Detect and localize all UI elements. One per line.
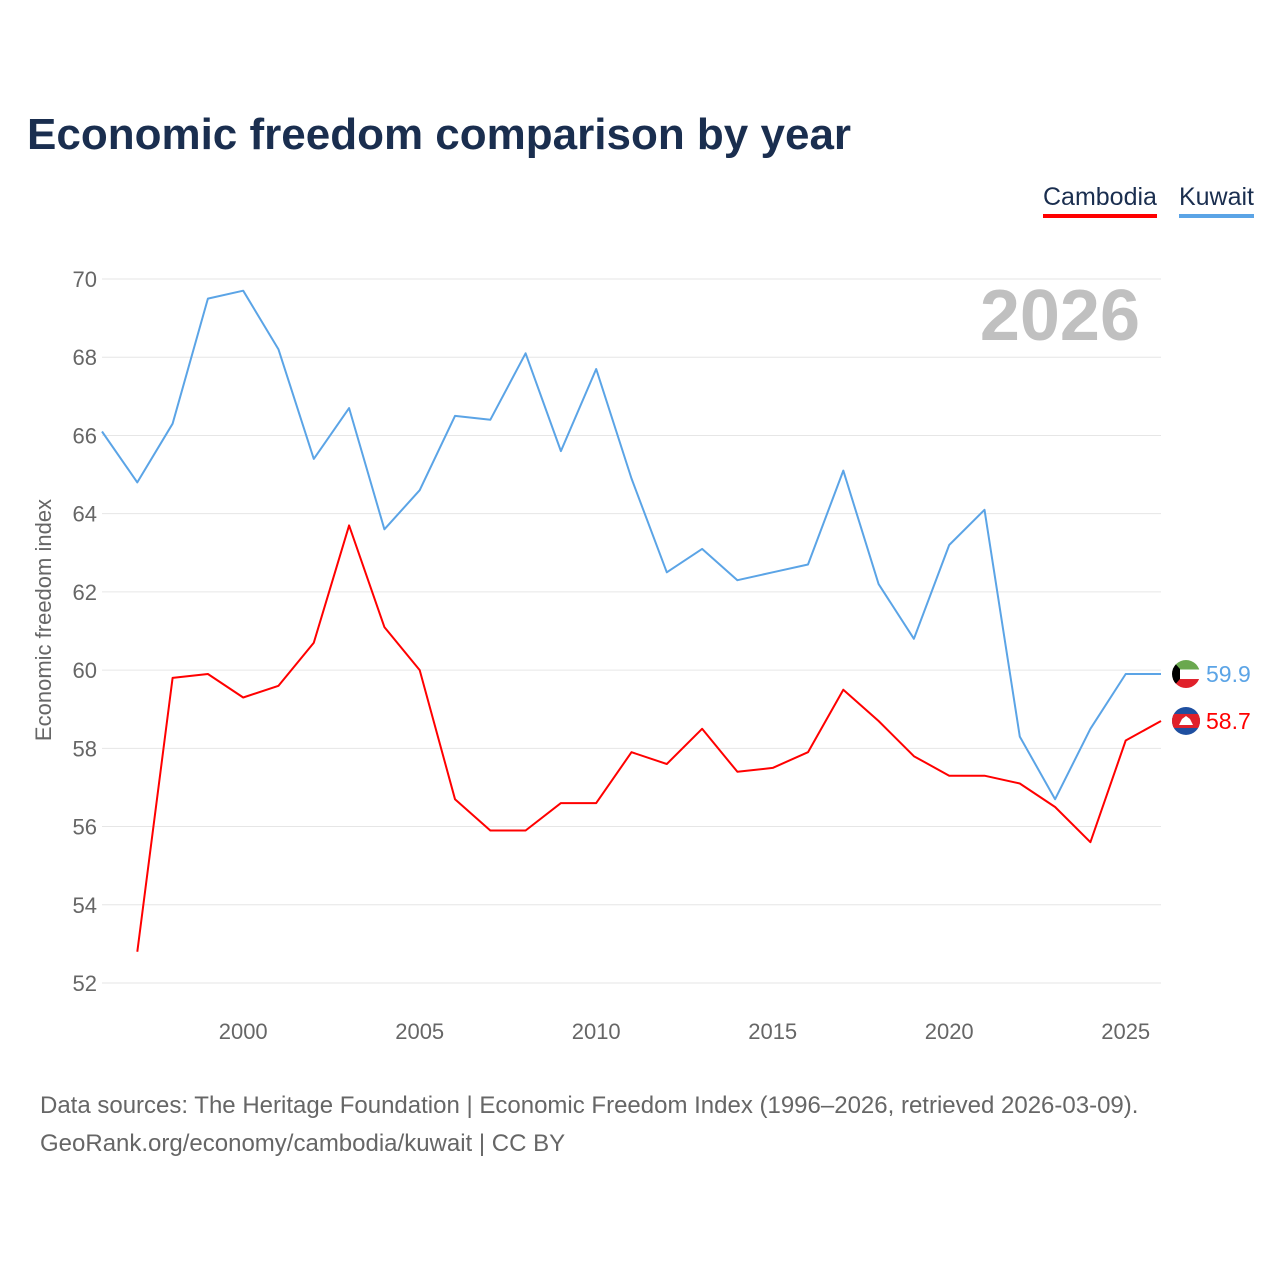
chart-title: Economic freedom comparison by year <box>27 110 852 159</box>
y-axis-label: Economic freedom index <box>31 499 56 741</box>
series-line-cambodia <box>136 524 1162 952</box>
x-tick-label: 2005 <box>395 1019 444 1044</box>
y-tick-label: 66 <box>73 423 97 448</box>
x-tick-label: 2020 <box>925 1019 974 1044</box>
y-tick-label: 64 <box>73 502 97 527</box>
data-source-text: Data sources: The Heritage Foundation | … <box>40 1092 1139 1119</box>
series-line-kuwait <box>101 289 1161 801</box>
kuwait-flag-icon <box>1172 660 1200 689</box>
cambodia-flag-icon <box>1172 706 1200 735</box>
y-tick-label: 52 <box>73 971 97 996</box>
x-tick-label: 2000 <box>219 1019 268 1044</box>
legend-item-kuwait[interactable]: Kuwait <box>1178 183 1254 218</box>
x-tick-label: 2025 <box>1101 1019 1150 1044</box>
y-tick-label: 60 <box>73 658 97 683</box>
legend: Cambodia Kuwait <box>1043 183 1254 218</box>
end-value-label-kuwait: 59.9 <box>1206 661 1251 687</box>
x-tick-label: 2015 <box>748 1019 797 1044</box>
y-tick-label: 58 <box>73 736 97 761</box>
y-tick-label: 54 <box>73 893 97 918</box>
x-tick-label: 2010 <box>572 1019 621 1044</box>
y-tick-label: 56 <box>73 815 97 840</box>
legend-item-cambodia[interactable]: Cambodia <box>1043 183 1157 218</box>
footer: Data sources: The Heritage Foundation | … <box>40 1087 1138 1163</box>
end-value-label-cambodia: 58.7 <box>1206 708 1251 734</box>
year-watermark: 2026 <box>980 276 1140 356</box>
source-url-text: GeoRank.org/economy/cambodia/kuwait | CC… <box>40 1130 566 1157</box>
y-tick-label: 70 <box>73 267 97 292</box>
y-tick-label: 62 <box>73 580 97 605</box>
y-tick-label: 68 <box>73 345 97 370</box>
